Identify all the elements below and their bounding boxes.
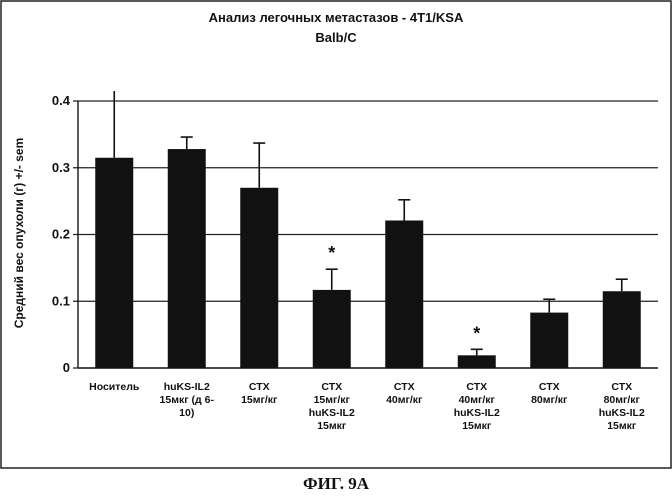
y-tick-label: 0.2: [52, 227, 70, 242]
bar: [385, 220, 423, 368]
bar: [603, 291, 641, 368]
significance-marker: *: [328, 243, 335, 263]
bar: [530, 313, 568, 368]
y-tick-label: 0.4: [52, 93, 71, 108]
y-tick-label: 0.3: [52, 160, 70, 175]
bar: [458, 355, 496, 368]
figure-caption: ФИГ. 9А: [0, 474, 672, 494]
bar-chart: Анализ легочных метастазов - 4T1/KSA Bal…: [0, 0, 672, 470]
y-axis-label: Средний вес опухоли (г) +/- sem: [12, 138, 26, 329]
bar: [313, 290, 351, 368]
y-tick-label: 0: [63, 360, 70, 375]
bar: [240, 188, 278, 368]
y-tick-label: 0.1: [52, 293, 70, 308]
chart-subtitle: Balb/C: [315, 30, 357, 45]
significance-marker: *: [473, 323, 480, 343]
x-tick-label: Носитель: [89, 381, 140, 393]
chart-title: Анализ легочных метастазов - 4T1/KSA: [209, 10, 464, 25]
bar: [168, 149, 206, 368]
bar: [95, 158, 133, 368]
